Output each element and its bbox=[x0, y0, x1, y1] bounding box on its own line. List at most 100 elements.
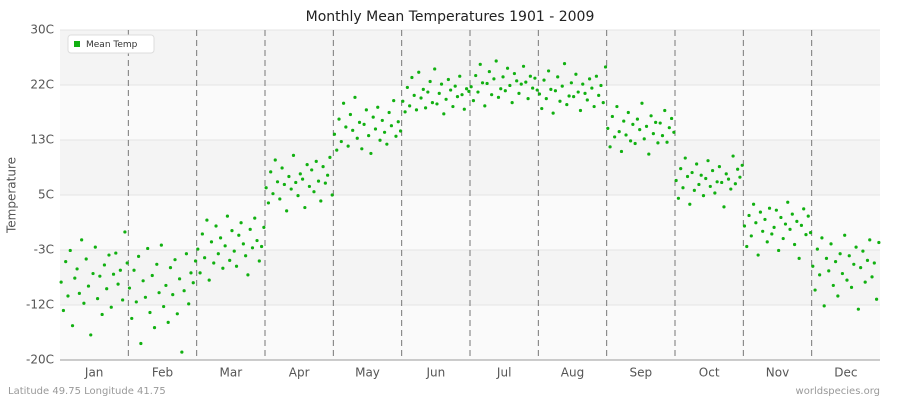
data-point bbox=[519, 82, 523, 86]
data-point bbox=[300, 177, 305, 181]
data-point bbox=[171, 293, 175, 297]
data-point bbox=[624, 133, 628, 137]
data-point bbox=[394, 134, 398, 138]
data-point bbox=[820, 236, 824, 240]
data-point bbox=[827, 269, 831, 273]
data-point bbox=[749, 234, 753, 238]
data-point bbox=[310, 168, 314, 172]
data-point bbox=[656, 141, 660, 145]
y-tick-label: -20C bbox=[26, 353, 54, 367]
plot-band bbox=[60, 249, 880, 306]
data-point bbox=[184, 252, 189, 256]
data-point bbox=[316, 179, 321, 183]
data-point bbox=[326, 173, 330, 177]
data-point bbox=[799, 223, 804, 227]
data-point bbox=[275, 180, 280, 184]
data-point bbox=[804, 233, 808, 237]
data-point bbox=[772, 225, 776, 229]
data-point bbox=[565, 102, 569, 107]
data-point bbox=[483, 104, 487, 108]
data-point bbox=[599, 83, 603, 88]
data-point bbox=[410, 75, 414, 80]
data-point bbox=[628, 139, 633, 143]
data-point bbox=[792, 242, 797, 247]
data-point bbox=[713, 191, 717, 195]
data-point bbox=[246, 273, 250, 277]
data-point bbox=[829, 242, 833, 246]
y-tick-label: 22C bbox=[30, 77, 54, 91]
data-point bbox=[590, 86, 594, 90]
data-point bbox=[767, 206, 772, 210]
data-point bbox=[672, 130, 676, 134]
data-point bbox=[66, 294, 70, 298]
data-point bbox=[346, 144, 350, 148]
data-point bbox=[638, 128, 642, 132]
data-point bbox=[553, 89, 558, 93]
data-point bbox=[603, 65, 608, 69]
x-tick-label: Nov bbox=[766, 366, 789, 380]
data-point bbox=[362, 122, 366, 126]
data-point bbox=[241, 242, 245, 246]
x-tick-label: Jul bbox=[496, 366, 511, 380]
x-tick-label: Jun bbox=[425, 366, 445, 380]
data-point bbox=[392, 99, 396, 103]
data-point bbox=[877, 240, 881, 245]
data-point bbox=[419, 96, 423, 100]
data-point bbox=[669, 116, 674, 121]
data-point bbox=[788, 227, 792, 231]
data-point bbox=[330, 193, 334, 197]
data-point bbox=[831, 283, 835, 288]
data-point bbox=[635, 117, 640, 121]
data-point bbox=[649, 114, 653, 118]
data-point bbox=[633, 141, 637, 146]
x-tick-label: May bbox=[355, 366, 380, 380]
data-point bbox=[155, 262, 159, 266]
data-point bbox=[114, 251, 118, 255]
data-point bbox=[107, 253, 111, 257]
data-point bbox=[109, 305, 113, 309]
data-point bbox=[510, 101, 514, 105]
data-point bbox=[207, 278, 211, 282]
data-point bbox=[845, 278, 849, 282]
data-point bbox=[223, 244, 227, 248]
data-point bbox=[221, 266, 225, 270]
data-point bbox=[269, 170, 273, 174]
data-point bbox=[250, 246, 255, 250]
data-point bbox=[469, 85, 473, 89]
x-tick-label: Jan bbox=[84, 366, 104, 380]
data-point bbox=[647, 152, 651, 156]
data-point bbox=[619, 149, 624, 154]
data-point bbox=[517, 91, 521, 95]
data-point bbox=[91, 271, 95, 276]
x-tick-label: Sep bbox=[630, 366, 653, 380]
data-point bbox=[225, 214, 230, 218]
data-point bbox=[642, 137, 646, 141]
data-point bbox=[216, 252, 220, 256]
data-point bbox=[865, 258, 870, 262]
data-point bbox=[478, 62, 482, 66]
data-point bbox=[544, 97, 548, 101]
data-point bbox=[285, 209, 289, 213]
data-point bbox=[228, 258, 232, 262]
data-point bbox=[244, 254, 248, 258]
data-point bbox=[676, 196, 681, 200]
data-point bbox=[660, 134, 665, 138]
data-point bbox=[786, 200, 790, 204]
data-point bbox=[576, 90, 580, 94]
data-point bbox=[640, 101, 644, 105]
data-point bbox=[569, 81, 573, 85]
data-point bbox=[651, 132, 655, 136]
data-point bbox=[355, 136, 359, 140]
data-point bbox=[102, 263, 107, 267]
data-point bbox=[382, 130, 387, 134]
data-point bbox=[480, 81, 485, 85]
y-tick-label: 30C bbox=[30, 23, 54, 37]
data-point bbox=[729, 187, 733, 191]
data-point bbox=[740, 163, 744, 167]
data-point bbox=[193, 259, 198, 263]
data-point bbox=[259, 244, 264, 249]
data-point bbox=[578, 108, 583, 113]
data-point bbox=[289, 187, 293, 191]
data-point bbox=[182, 289, 186, 293]
data-point bbox=[824, 256, 829, 260]
